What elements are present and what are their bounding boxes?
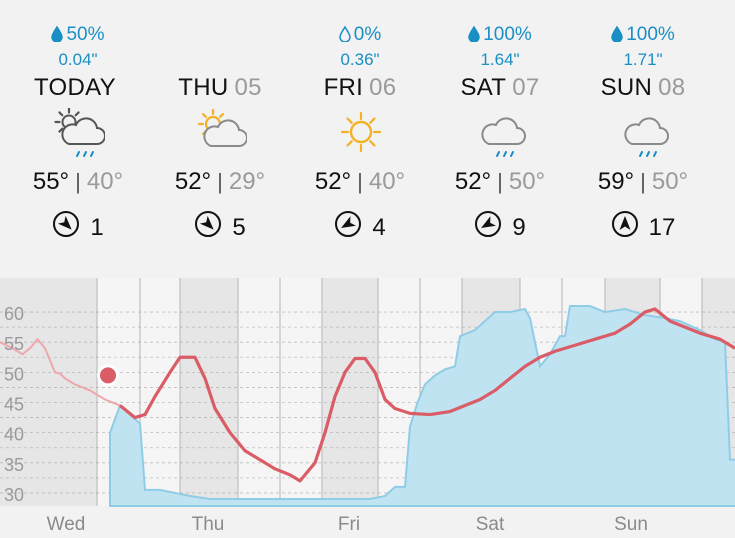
temp-divider: |	[497, 169, 503, 194]
temperature-range: 55° | 40°	[8, 168, 148, 196]
wind-speed: 5	[150, 210, 290, 245]
x-day-label: Wed	[47, 514, 86, 535]
y-tick-label: 30	[4, 485, 24, 505]
wind-direction-icon	[334, 210, 362, 245]
current-time-marker	[97, 364, 119, 387]
daily-forecast: 50% 0.04" TODAY 55° | 40° 1 THU 05 52° | 29° …	[8, 0, 713, 278]
day-date: 06	[369, 74, 397, 101]
precip-chance: 100%	[430, 24, 570, 48]
cloud-rain-icon	[618, 108, 670, 160]
precip-chance-value: 0%	[353, 24, 382, 45]
sun-cloud-icon	[195, 108, 248, 160]
temp-divider: |	[217, 169, 223, 194]
day-name: TODAY	[34, 74, 116, 101]
precip-chance-value: 50%	[66, 24, 105, 45]
wind-speed-value: 17	[648, 214, 676, 241]
raindrop-icon	[468, 25, 480, 48]
temperature-range: 52° | 40°	[290, 168, 430, 196]
cloud-rain-icon	[475, 108, 527, 160]
day-name: FRI	[323, 74, 364, 101]
daytime-band	[322, 278, 378, 506]
low-temp: 29°	[228, 168, 266, 195]
high-temp: 52°	[174, 168, 212, 195]
temperature-range: 59° | 50°	[573, 168, 713, 196]
wind-direction-icon	[52, 210, 80, 245]
wind-speed-value: 1	[90, 214, 104, 241]
wind-direction-icon	[611, 210, 639, 245]
past-temperature-line	[0, 337, 121, 407]
low-temp: 40°	[368, 168, 406, 195]
wind-speed-value: 9	[512, 214, 526, 241]
sun-icon	[335, 108, 387, 160]
day-label: TODAY	[8, 74, 148, 102]
temp-divider: |	[75, 169, 81, 194]
day-name: SUN	[600, 74, 653, 101]
precip-amount: 1.71"	[623, 50, 663, 69]
hourly-chart: 60 55 50 45 40 35 30 Wed Thu Fri Sat Sun	[0, 278, 735, 538]
wind-speed-value: 4	[372, 214, 386, 241]
temperature-range: 52° | 29°	[150, 168, 290, 196]
day-name: THU	[178, 74, 229, 101]
y-tick-label: 35	[4, 455, 24, 475]
x-day-label: Sat	[476, 514, 505, 535]
precip-chance-value: 100%	[483, 24, 532, 45]
wind-direction-icon	[474, 210, 502, 245]
forecast-day[interactable]: THU 05 52° | 29° 5	[150, 0, 290, 278]
y-tick-label: 40	[4, 425, 24, 445]
precip-chance: 100%	[573, 24, 713, 48]
day-label: THU 05	[150, 74, 290, 102]
wind-speed-value: 5	[232, 214, 246, 241]
forecast-day[interactable]: 0% 0.36" FRI 06 52° | 40° 4	[290, 0, 430, 278]
wind-speed: 1	[8, 210, 148, 245]
wind-speed: 9	[430, 210, 570, 245]
daytime-band	[0, 278, 97, 506]
x-day-label: Fri	[338, 514, 360, 535]
day-name: SAT	[460, 74, 507, 101]
wind-direction-icon	[194, 210, 222, 245]
temperature-range: 52° | 50°	[430, 168, 570, 196]
y-tick-label: 60	[4, 304, 24, 324]
y-tick-label: 45	[4, 395, 24, 415]
day-date: 07	[512, 74, 540, 101]
x-day-label: Sun	[614, 514, 648, 535]
day-date: 05	[234, 74, 262, 101]
raindrop-icon	[339, 25, 351, 48]
forecast-day[interactable]: 50% 0.04" TODAY 55° | 40° 1	[8, 0, 148, 278]
x-day-label: Thu	[192, 514, 225, 535]
precip-chance: 50%	[8, 24, 148, 48]
wind-speed: 17	[573, 210, 713, 245]
raindrop-icon	[51, 25, 64, 48]
high-temp: 59°	[597, 168, 635, 195]
high-temp: 52°	[454, 168, 492, 195]
low-temp: 50°	[651, 168, 689, 195]
raindrop-icon	[611, 25, 623, 48]
temperature-precip-chart: 60 55 50 45 40 35 30 Wed Thu Fri Sat Sun	[0, 278, 735, 535]
precip-chance-value: 100%	[626, 24, 675, 45]
low-temp: 40°	[86, 168, 124, 195]
day-date: 08	[658, 74, 686, 101]
day-label: SAT 07	[430, 74, 570, 102]
temp-divider: |	[357, 169, 363, 194]
forecast-day[interactable]: 100% 1.64" SAT 07 52° | 50° 9	[430, 0, 570, 278]
y-tick-label: 55	[4, 334, 24, 354]
precip-amount: 0.36"	[340, 50, 380, 69]
temp-divider: |	[640, 169, 646, 194]
day-label: SUN 08	[573, 74, 713, 102]
day-label: FRI 06	[290, 74, 430, 102]
wind-speed: 4	[290, 210, 430, 245]
temperature-line	[118, 307, 735, 483]
precip-amount: 1.64"	[480, 50, 520, 69]
precip-amount: 0.04"	[58, 50, 98, 69]
y-tick-label: 50	[4, 364, 24, 384]
precip-chance: 0%	[290, 24, 430, 48]
high-temp: 55°	[32, 168, 70, 195]
partly-cloudy-rain-icon	[53, 107, 106, 160]
high-temp: 52°	[314, 168, 352, 195]
low-temp: 50°	[508, 168, 546, 195]
forecast-day[interactable]: 100% 1.71" SUN 08 59° | 50° 17	[573, 0, 713, 278]
